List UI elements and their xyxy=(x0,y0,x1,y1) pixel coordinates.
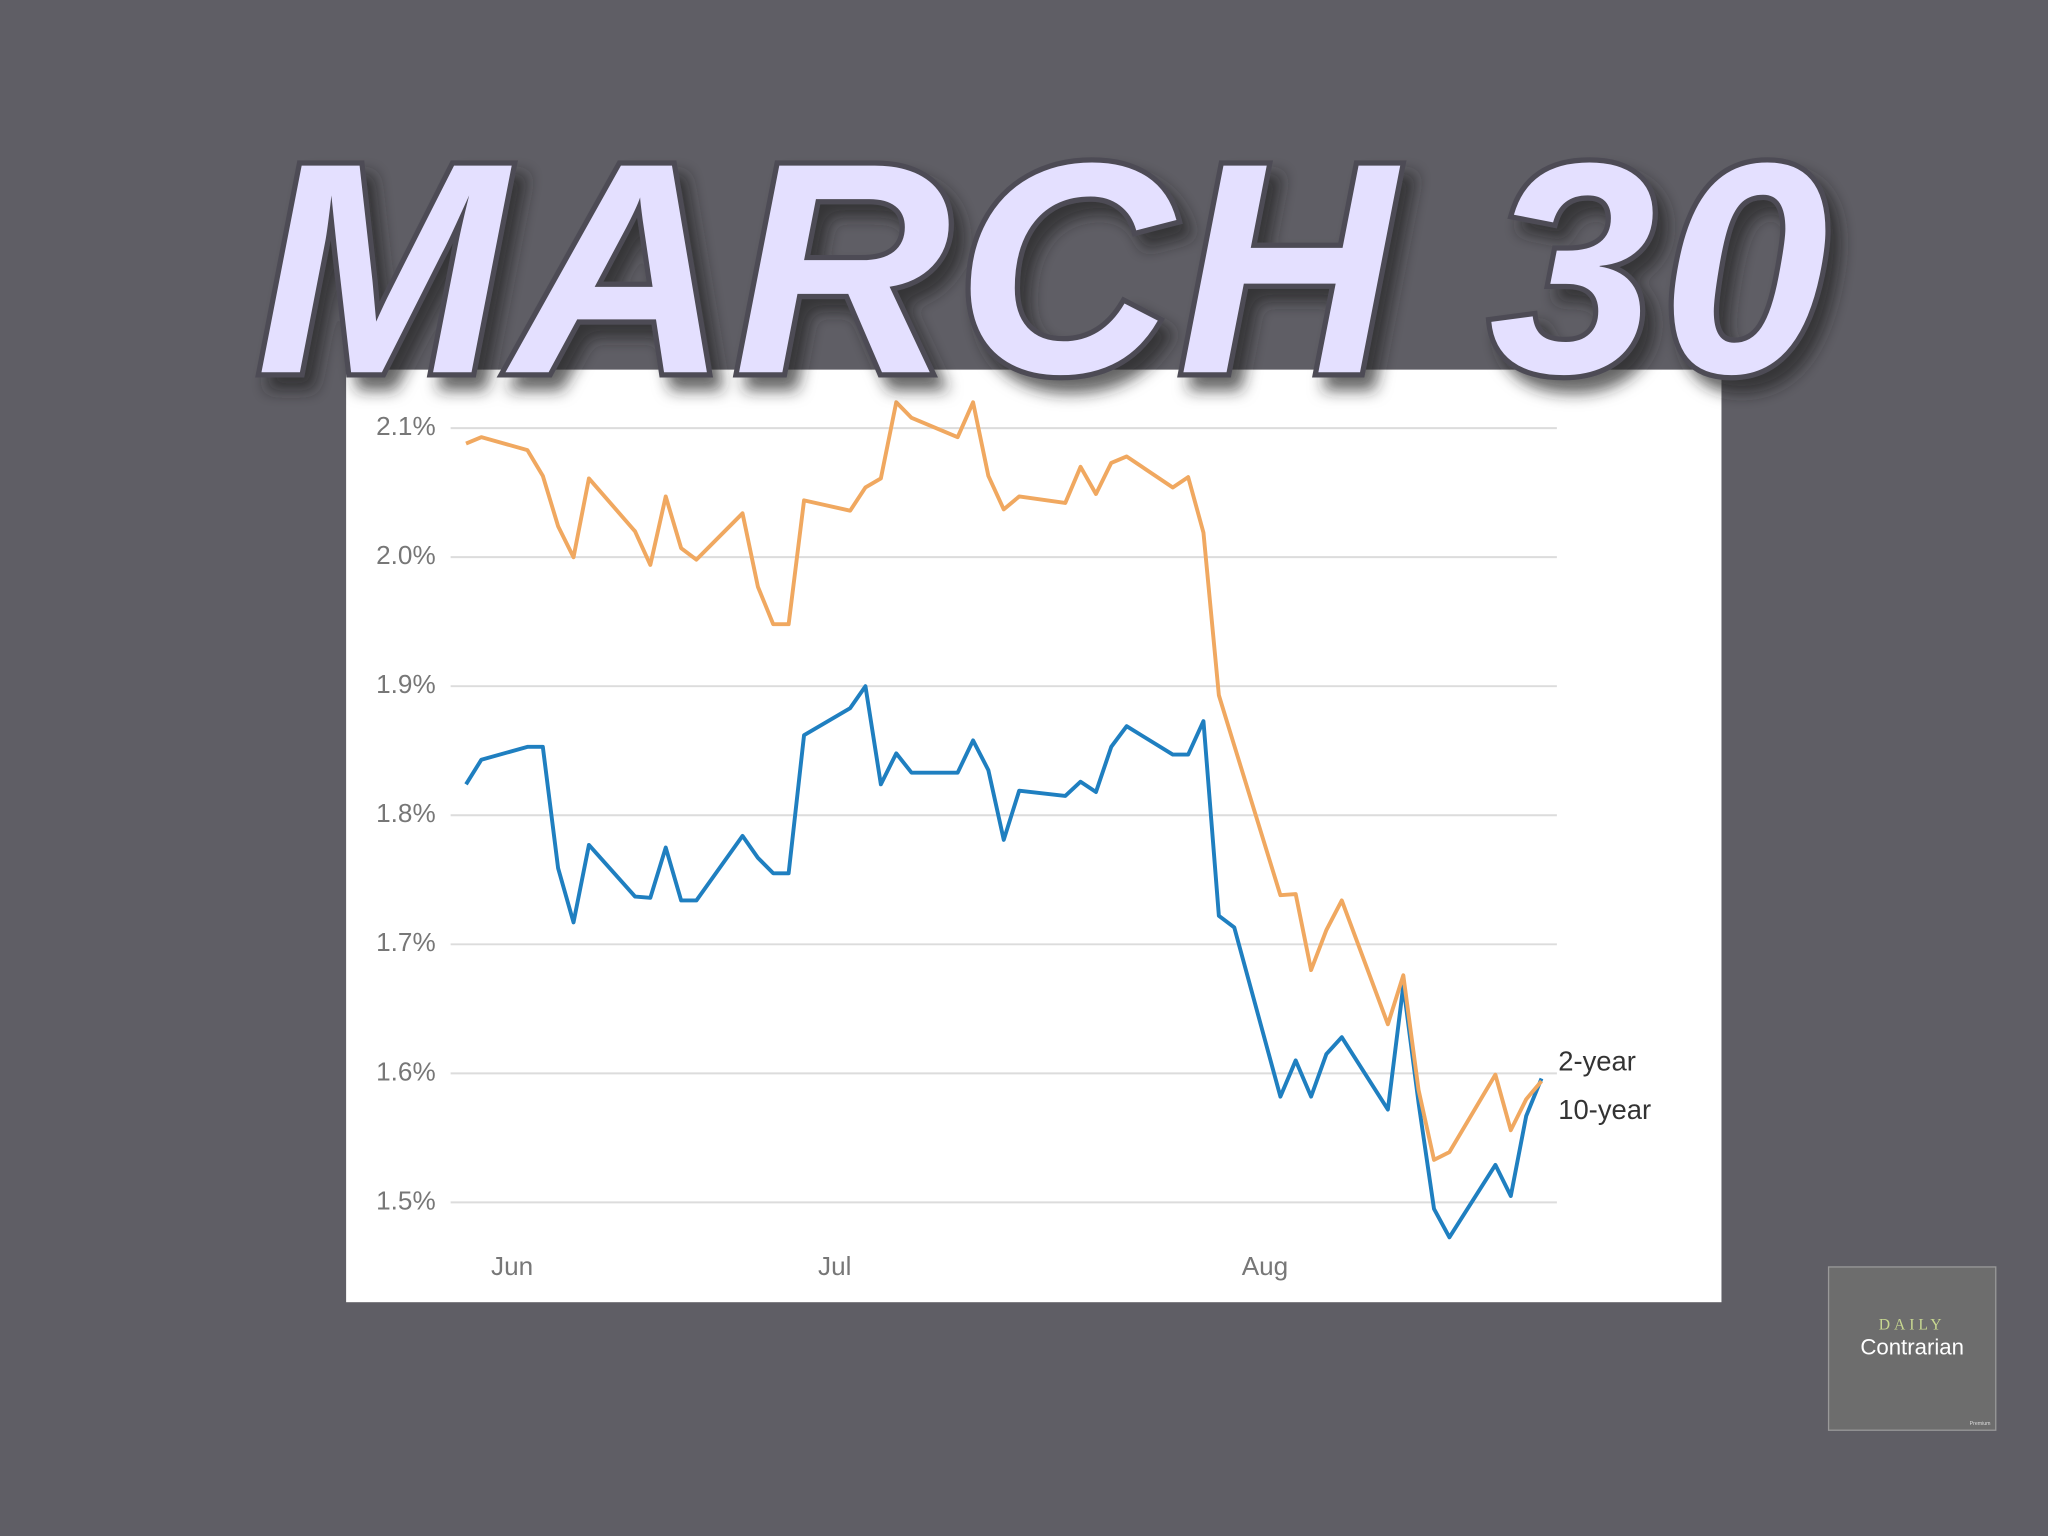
plot: 1.5% 1.6% 1.7% 1.8% 1.9% 2.0% 2.1% Jun Jul Aug 2-y… xyxy=(376,400,1651,1281)
y-tick-label: 1.5% xyxy=(376,1185,436,1215)
y-tick-label: 2.0% xyxy=(376,540,436,570)
y-tick-label: 1.7% xyxy=(376,927,436,957)
logo-line1: DAILY xyxy=(1879,1317,1946,1334)
y-tick-label: 2.1% xyxy=(376,411,436,441)
legend-label: 10-year xyxy=(1558,1094,1651,1125)
title: MARCH 30 xyxy=(256,100,1833,436)
legend-label: 2-year xyxy=(1558,1045,1636,1076)
logo-box xyxy=(1827,1266,1997,1431)
logo-line2: Contrarian xyxy=(1860,1334,1964,1359)
y-tick-label: 1.8% xyxy=(376,798,436,828)
series-line xyxy=(464,684,1544,1240)
x-tick-label: Jul xyxy=(818,1251,851,1281)
x-tick-label: Jun xyxy=(491,1251,533,1281)
logo-badge: Premium xyxy=(1970,1421,1991,1427)
series-line xyxy=(465,400,1543,1162)
x-tick-label: Aug xyxy=(1242,1251,1288,1281)
chart-panel xyxy=(346,369,1722,1303)
y-tick-label: 1.6% xyxy=(376,1056,436,1086)
y-tick-label: 1.9% xyxy=(376,669,436,699)
